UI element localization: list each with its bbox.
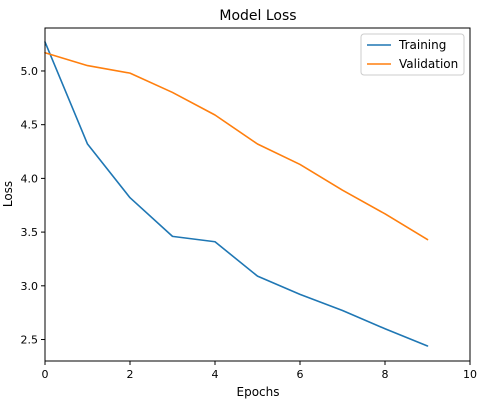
y-tick-label: 2.5 [21,334,39,347]
y-tick-label: 3.0 [21,280,39,293]
y-tick-label: 4.5 [21,119,39,132]
x-tick-label: 0 [42,368,49,381]
y-axis: 2.5 3.0 3.5 4.0 4.5 5.0 [21,65,45,347]
x-tick-label: 4 [212,368,219,381]
x-axis: 0 2 4 6 8 10 [42,361,477,381]
legend: Training Validation [360,33,465,76]
x-tick-label: 6 [297,368,304,381]
y-tick-label: 3.5 [21,226,39,239]
series-line-validation [44,51,429,241]
y-tick-label: 5.0 [21,65,39,78]
x-tick-label: 10 [463,368,477,381]
x-axis-label: Epochs [237,385,280,399]
legend-label-training: Training [398,38,446,52]
x-tick-label: 2 [127,368,134,381]
series-line-training [44,41,429,347]
y-axis-label: Loss [1,181,15,207]
plot-area [44,27,471,362]
y-tick-label: 4.0 [21,172,39,185]
plot-frame [44,27,471,362]
chart-title: Model Loss [219,8,296,24]
legend-label-validation: Validation [399,57,458,71]
x-tick-label: 8 [382,368,389,381]
